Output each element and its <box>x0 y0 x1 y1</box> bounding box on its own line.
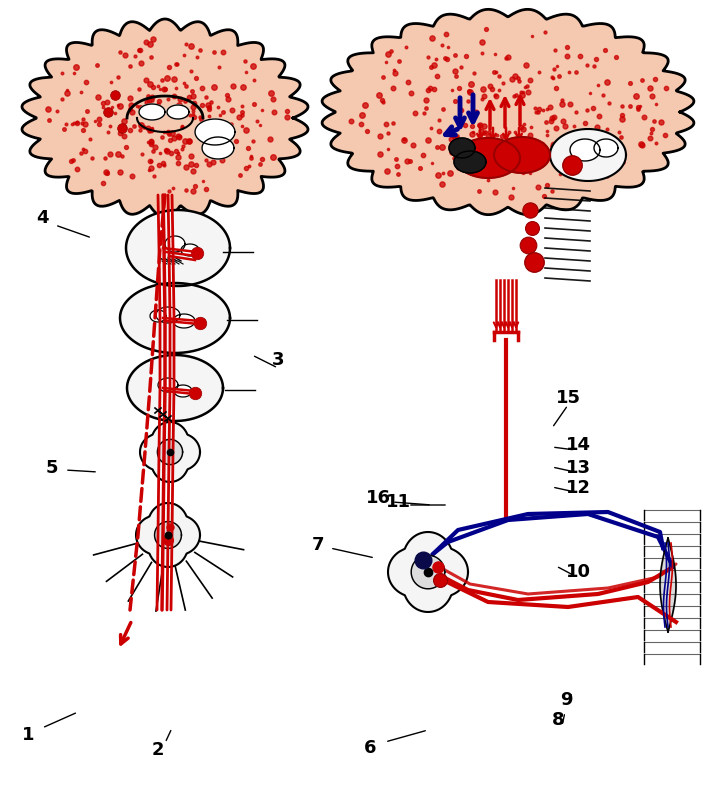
Polygon shape <box>202 137 234 159</box>
Polygon shape <box>139 104 165 120</box>
Circle shape <box>165 532 170 538</box>
Circle shape <box>425 569 431 575</box>
Text: 13: 13 <box>566 459 591 477</box>
Polygon shape <box>126 210 230 286</box>
Polygon shape <box>150 310 166 322</box>
Polygon shape <box>494 137 550 173</box>
Polygon shape <box>181 244 199 256</box>
Polygon shape <box>127 355 223 421</box>
Text: 4: 4 <box>36 209 48 227</box>
Polygon shape <box>158 439 183 465</box>
Polygon shape <box>120 283 230 353</box>
Text: 10: 10 <box>566 563 591 581</box>
Polygon shape <box>388 532 468 612</box>
Text: 14: 14 <box>566 436 591 454</box>
Polygon shape <box>136 503 200 567</box>
Polygon shape <box>570 139 600 161</box>
Polygon shape <box>156 307 180 323</box>
Polygon shape <box>411 555 445 589</box>
Text: 1: 1 <box>21 726 34 744</box>
Polygon shape <box>167 105 189 119</box>
Text: 5: 5 <box>46 459 58 477</box>
Polygon shape <box>454 151 486 173</box>
Text: 3: 3 <box>272 351 284 369</box>
Text: 11: 11 <box>385 493 410 511</box>
Polygon shape <box>456 138 520 178</box>
Polygon shape <box>165 236 185 252</box>
Polygon shape <box>174 385 192 397</box>
Text: 8: 8 <box>552 711 564 729</box>
Text: 12: 12 <box>566 479 591 497</box>
Polygon shape <box>158 378 178 392</box>
Polygon shape <box>322 9 694 215</box>
Text: 6: 6 <box>364 739 376 757</box>
Polygon shape <box>195 119 235 145</box>
Polygon shape <box>449 138 475 158</box>
Polygon shape <box>155 522 181 549</box>
Circle shape <box>168 450 173 454</box>
Text: 15: 15 <box>556 389 581 407</box>
Text: 16: 16 <box>365 489 390 507</box>
Polygon shape <box>550 129 626 181</box>
Polygon shape <box>594 139 618 157</box>
Polygon shape <box>173 314 195 328</box>
Text: 2: 2 <box>152 741 164 759</box>
Polygon shape <box>140 422 200 482</box>
Polygon shape <box>22 19 308 217</box>
Text: 9: 9 <box>560 691 572 709</box>
Text: 7: 7 <box>311 536 324 554</box>
